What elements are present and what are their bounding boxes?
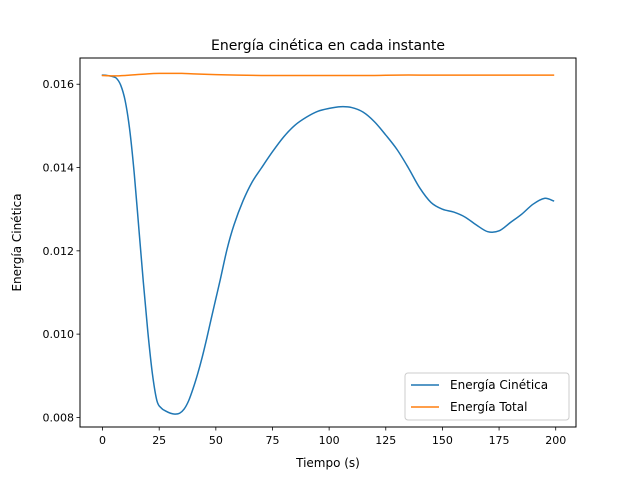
series-layer xyxy=(101,72,555,415)
chart-title: Energía cinética en cada instante xyxy=(211,38,445,54)
series-line-energia-cinetica xyxy=(101,74,555,415)
x-tick-label: 75 xyxy=(265,434,279,447)
y-tick-label: 0.016 xyxy=(43,78,75,91)
y-tick-label: 0.014 xyxy=(43,162,75,175)
x-tick-label: 200 xyxy=(545,434,566,447)
x-tick-label: 125 xyxy=(375,434,396,447)
y-axis: 0.008 0.010 0.012 0.014 0.016 xyxy=(43,78,80,424)
x-tick-label: 150 xyxy=(432,434,453,447)
y-tick-label: 0.008 xyxy=(43,411,75,424)
legend: Energía Cinética Energía Total xyxy=(404,372,570,421)
x-tick-label: 175 xyxy=(489,434,510,447)
x-tick-label: 50 xyxy=(209,434,223,447)
y-tick-label: 0.010 xyxy=(43,328,75,341)
legend-label-energia-total: Energía Total xyxy=(450,400,527,414)
x-axis-label: Tiempo (s) xyxy=(295,456,360,470)
series-line-energia-total xyxy=(101,72,555,77)
x-axis: 0 25 50 75 100 125 150 175 200 xyxy=(99,427,566,447)
x-tick-label: 0 xyxy=(99,434,106,447)
y-axis-label: Energía Cinética xyxy=(10,193,24,291)
plot-area-frame xyxy=(79,57,577,428)
legend-box xyxy=(404,372,570,421)
x-tick-label: 100 xyxy=(319,434,340,447)
legend-label-energia-cinetica: Energía Cinética xyxy=(450,378,548,392)
x-tick-label: 25 xyxy=(152,434,166,447)
y-tick-label: 0.012 xyxy=(43,245,75,258)
